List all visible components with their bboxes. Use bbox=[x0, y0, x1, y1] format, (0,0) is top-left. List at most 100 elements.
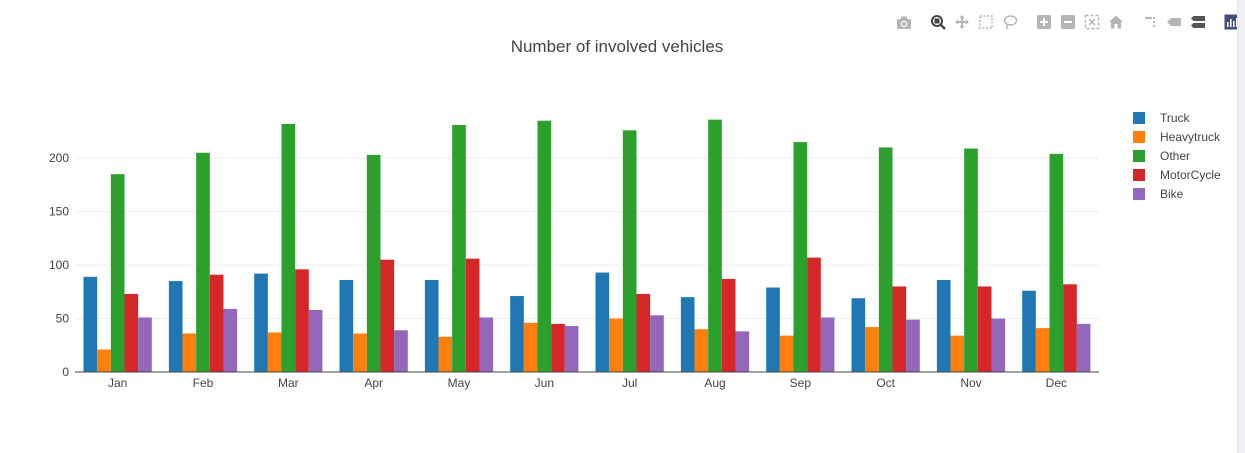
x-axis: Jan Feb Mar Apr May Jun Jul Aug Sep Oct Nov Dec bbox=[108, 376, 1067, 390]
legend-swatch bbox=[1133, 169, 1145, 181]
hover-closest-icon bbox=[1167, 18, 1181, 26]
bar-other-mar[interactable] bbox=[281, 123, 296, 373]
zoom-in-icon bbox=[1037, 15, 1051, 29]
legend-item-other[interactable]: Other bbox=[1133, 149, 1190, 163]
legend-label: Heavytruck bbox=[1160, 130, 1221, 144]
bar-motorcycle-oct[interactable] bbox=[892, 286, 907, 372]
bar-truck-may[interactable] bbox=[424, 280, 439, 372]
bar-truck-aug[interactable] bbox=[680, 297, 695, 372]
hover-compare-button[interactable] bbox=[1187, 11, 1209, 33]
bar-motorcycle-jul[interactable] bbox=[636, 293, 651, 372]
bar-heavytruck-mar[interactable] bbox=[267, 332, 282, 372]
bar-truck-mar[interactable] bbox=[254, 273, 268, 372]
zoom-in-button[interactable] bbox=[1033, 11, 1055, 33]
bar-truck-jan[interactable] bbox=[83, 276, 98, 372]
bar-bike-nov[interactable] bbox=[991, 318, 1006, 372]
bar-truck-feb[interactable] bbox=[168, 281, 183, 372]
x-tick-label: Jan bbox=[108, 376, 127, 390]
bar-motorcycle-mar[interactable] bbox=[295, 269, 309, 372]
bar-heavytruck-apr[interactable] bbox=[353, 333, 367, 373]
bar-motorcycle-jun[interactable] bbox=[551, 323, 565, 372]
bar-other-oct[interactable] bbox=[878, 147, 893, 372]
bar-bike-sep[interactable] bbox=[820, 317, 835, 372]
bar-bike-jun[interactable] bbox=[564, 326, 579, 372]
bar-truck-jun[interactable] bbox=[510, 296, 524, 372]
x-tick-label: May bbox=[448, 376, 471, 390]
bar-motorcycle-may[interactable] bbox=[465, 258, 480, 372]
bar-bike-aug[interactable] bbox=[735, 331, 750, 372]
bar-heavytruck-jun[interactable] bbox=[523, 322, 538, 372]
legend-label: Truck bbox=[1160, 111, 1191, 125]
bar-truck-sep[interactable] bbox=[766, 287, 780, 372]
spike-lines-icon bbox=[1145, 17, 1155, 27]
bars[interactable] bbox=[83, 119, 1091, 373]
bar-truck-dec[interactable] bbox=[1022, 290, 1036, 372]
bar-bike-jan[interactable] bbox=[138, 317, 152, 372]
pan-icon bbox=[955, 15, 969, 29]
bar-heavytruck-jan[interactable] bbox=[97, 349, 111, 372]
camera-button[interactable] bbox=[893, 11, 915, 33]
zoom-button[interactable] bbox=[927, 11, 949, 33]
x-tick-label: Mar bbox=[278, 376, 299, 390]
bar-bike-apr[interactable] bbox=[394, 330, 408, 372]
bar-motorcycle-feb[interactable] bbox=[209, 274, 224, 372]
bar-truck-nov[interactable] bbox=[936, 280, 951, 372]
zoom-out-button[interactable] bbox=[1057, 11, 1079, 33]
x-tick-label: Jun bbox=[535, 376, 554, 390]
home-button[interactable] bbox=[1105, 11, 1127, 33]
bar-other-feb[interactable] bbox=[196, 152, 210, 372]
camera-icon bbox=[897, 16, 911, 29]
bar-motorcycle-apr[interactable] bbox=[380, 259, 395, 372]
bar-bike-mar[interactable] bbox=[308, 309, 323, 372]
legend-swatch bbox=[1133, 131, 1145, 143]
bar-motorcycle-dec[interactable] bbox=[1063, 284, 1077, 372]
bar-heavytruck-feb[interactable] bbox=[182, 333, 197, 373]
bar-other-aug[interactable] bbox=[708, 119, 722, 373]
bar-heavytruck-jul[interactable] bbox=[609, 318, 623, 372]
page-scrollbar[interactable] bbox=[1237, 0, 1245, 453]
bar-other-jul[interactable] bbox=[622, 130, 637, 372]
bar-heavytruck-oct[interactable] bbox=[865, 327, 879, 372]
bar-motorcycle-jan[interactable] bbox=[124, 293, 139, 372]
bar-other-sep[interactable] bbox=[793, 142, 808, 372]
legend-item-motorcycle[interactable]: MotorCycle bbox=[1133, 168, 1221, 182]
bar-other-apr[interactable] bbox=[366, 154, 381, 372]
bar-heavytruck-may[interactable] bbox=[438, 336, 453, 372]
bar-bike-oct[interactable] bbox=[906, 319, 920, 372]
bar-motorcycle-sep[interactable] bbox=[807, 257, 821, 372]
legend-item-bike[interactable]: Bike bbox=[1133, 187, 1184, 201]
lasso-select-button[interactable] bbox=[999, 11, 1021, 33]
bar-other-may[interactable] bbox=[452, 124, 466, 372]
legend-swatch bbox=[1133, 188, 1145, 200]
legend-item-truck[interactable]: Truck bbox=[1133, 111, 1191, 125]
zoom-icon bbox=[931, 15, 946, 30]
autoscale-button[interactable] bbox=[1081, 11, 1103, 33]
plotly-logo-button[interactable] bbox=[1221, 11, 1243, 33]
bar-heavytruck-nov[interactable] bbox=[950, 335, 965, 372]
bar-truck-oct[interactable] bbox=[851, 298, 866, 372]
bar-motorcycle-nov[interactable] bbox=[977, 286, 992, 372]
bar-truck-apr[interactable] bbox=[339, 280, 354, 372]
box-select-button[interactable] bbox=[975, 11, 997, 33]
legend[interactable]: Truck Heavytruck Other MotorCycle Bike bbox=[1133, 111, 1221, 201]
bar-heavytruck-aug[interactable] bbox=[694, 329, 709, 372]
pan-button[interactable] bbox=[951, 11, 973, 33]
bar-motorcycle-aug[interactable] bbox=[721, 278, 736, 372]
spike-lines-button[interactable] bbox=[1139, 11, 1161, 33]
autoscale-icon bbox=[1084, 14, 1100, 30]
bar-heavytruck-sep[interactable] bbox=[779, 335, 794, 372]
legend-item-heavytruck[interactable]: Heavytruck bbox=[1133, 130, 1221, 144]
bar-other-dec[interactable] bbox=[1049, 153, 1064, 372]
legend-swatch bbox=[1133, 112, 1145, 124]
hover-closest-button[interactable] bbox=[1163, 11, 1185, 33]
bar-bike-dec[interactable] bbox=[1076, 323, 1091, 372]
bar-bike-jul[interactable] bbox=[650, 315, 664, 372]
bar-heavytruck-dec[interactable] bbox=[1035, 328, 1050, 372]
bar-other-nov[interactable] bbox=[964, 148, 978, 373]
y-tick-label: 50 bbox=[56, 312, 70, 326]
bar-other-jan[interactable] bbox=[110, 174, 125, 372]
bar-truck-jul[interactable] bbox=[595, 272, 610, 372]
bar-bike-feb[interactable] bbox=[223, 308, 238, 372]
bar-other-jun[interactable] bbox=[537, 120, 552, 372]
bar-bike-may[interactable] bbox=[479, 317, 494, 372]
